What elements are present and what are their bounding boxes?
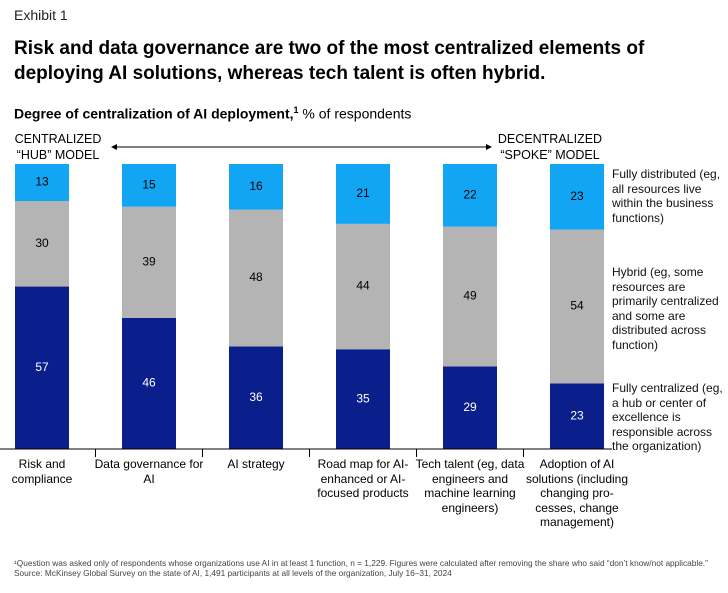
bar-2-fully-distributed <box>122 164 176 207</box>
category-dividers <box>95 449 524 457</box>
exhibit-label: Exhibit 1 <box>14 7 68 23</box>
data-label-5-fully-centralized: 29 <box>463 400 477 414</box>
legend-hybrid: Hybrid (eg, some resources are primarily… <box>612 265 719 352</box>
source-note: Source: McKinsey Global Survey on the st… <box>14 568 452 578</box>
data-label-4-fully-distributed: 21 <box>356 186 370 200</box>
bar-1-fully-centralized <box>15 286 69 449</box>
footnote-marker: 1 <box>293 105 299 115</box>
data-label-5-hybrid: 49 <box>463 289 477 303</box>
legend-fully-centralized: Fully centralized (eg, a hub or center o… <box>612 381 723 454</box>
bar-2-fully-centralized <box>122 317 176 449</box>
footnotes: ¹Question was asked only of respondents … <box>14 558 714 578</box>
category-label-3: AI strategy <box>227 457 285 471</box>
data-label-1-fully-centralized: 57 <box>35 360 49 374</box>
data-label-2-fully-centralized: 46 <box>142 376 156 390</box>
chart-subtitle: Degree of centralization of AI deploymen… <box>14 105 411 122</box>
bar-6-hybrid <box>550 229 604 384</box>
bar-1-hybrid <box>15 201 69 287</box>
footnote-1: ¹Question was asked only of respondents … <box>14 558 708 568</box>
subtitle-bold: Degree of centralization of AI deploymen… <box>14 105 294 122</box>
data-label-4-hybrid: 44 <box>356 279 370 293</box>
bar-5-fully-distributed <box>443 164 497 227</box>
bar-3-fully-distributed <box>229 164 283 210</box>
bar-2-hybrid <box>122 206 176 318</box>
bar-6-fully-distributed <box>550 164 604 230</box>
decentralized-scale-label: DECENTRALIZED “SPOKE” MODEL <box>490 131 610 163</box>
category-label-5: Tech talent (eg, data engineers and mach… <box>415 457 525 515</box>
category-label-4: Road map for AI-enhanced or AI-focused p… <box>317 457 409 501</box>
bar-6-fully-centralized <box>550 383 604 449</box>
data-label-1-hybrid: 30 <box>35 236 49 250</box>
data-label-6-hybrid: 54 <box>570 299 584 313</box>
centralized-label-line2: “HUB” MODEL <box>16 148 100 162</box>
bar-3-hybrid <box>229 209 283 347</box>
data-label-5-fully-distributed: 22 <box>463 188 477 202</box>
bar-4-hybrid <box>336 223 390 350</box>
category-label-6: Adoption of AI solutions (including chan… <box>525 457 629 530</box>
category-label-1: Risk and compliance <box>11 457 73 486</box>
bar-4-fully-distributed <box>336 164 390 224</box>
data-label-4-fully-centralized: 35 <box>356 391 370 405</box>
data-label-2-fully-distributed: 15 <box>142 178 156 192</box>
subtitle-unit: % of respondents <box>298 105 412 122</box>
bar-1-fully-distributed <box>15 164 69 202</box>
data-label-6-fully-centralized: 23 <box>570 408 584 422</box>
bar-3-fully-centralized <box>229 346 283 449</box>
data-label-6-fully-distributed: 23 <box>570 189 584 203</box>
decentralized-label-line1: DECENTRALIZED <box>497 132 603 146</box>
chart-title: Risk and data governance are two of the … <box>14 38 645 84</box>
centralized-scale-label: CENTRALIZED “HUB” MODEL <box>13 131 103 163</box>
data-label-3-hybrid: 48 <box>249 270 263 284</box>
data-label-1-fully-distributed: 13 <box>35 175 49 189</box>
decentralized-label-line2: “SPOKE” MODEL <box>500 148 600 162</box>
legend-fully-distributed: Fully distributed (eg, all resources liv… <box>612 167 721 225</box>
bar-5-fully-centralized <box>443 366 497 449</box>
data-label-3-fully-distributed: 16 <box>249 179 263 193</box>
bars-group: 57 30 13 46 39 15 36 48 16 35 44 21 29 49 22 23 54 23 <box>15 164 604 449</box>
data-label-3-fully-centralized: 36 <box>249 390 263 404</box>
category-label-2: Data governance for AI <box>94 457 204 486</box>
data-label-2-hybrid: 39 <box>142 254 156 268</box>
scale-arrow <box>111 144 492 150</box>
centralized-label-line1: CENTRALIZED <box>14 132 102 146</box>
bar-5-hybrid <box>443 226 497 367</box>
bar-4-fully-centralized <box>336 349 390 449</box>
